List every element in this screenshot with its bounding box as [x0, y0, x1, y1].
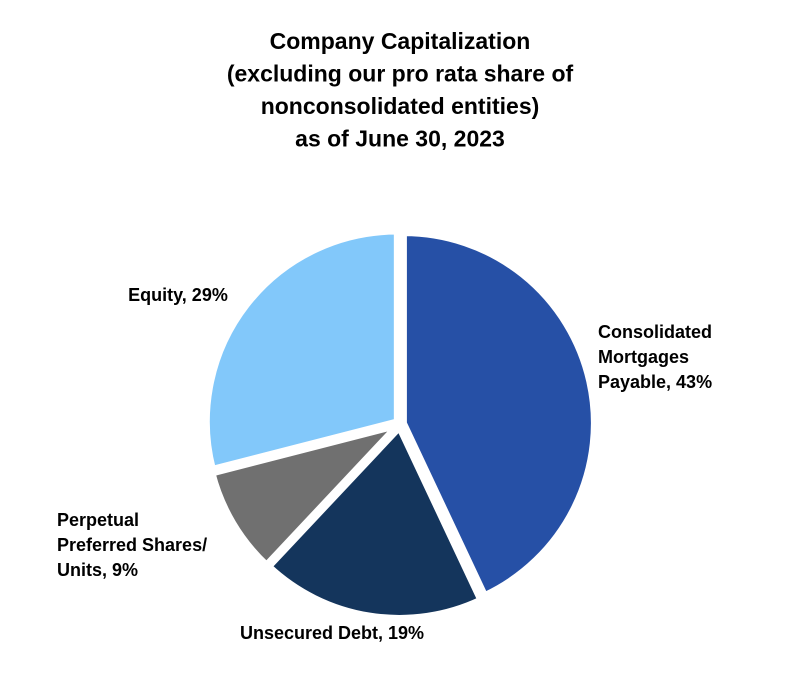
chart-title: (excluding our pro rata share of: [227, 61, 574, 87]
pie-slice: [208, 420, 406, 569]
slice-label: Consolidated: [598, 322, 712, 342]
pie-slice: [203, 228, 400, 473]
pie-slice: [400, 230, 597, 600]
slice-label: Perpetual: [57, 510, 139, 530]
slice-label: Payable, 43%: [598, 372, 712, 392]
chart-title: nonconsolidated entities): [261, 93, 540, 119]
slice-label: Unsecured Debt, 19%: [240, 623, 424, 643]
slice-label: Mortgages: [598, 347, 689, 367]
slice-label: Equity, 29%: [128, 285, 228, 305]
chart-title: Company Capitalization: [270, 28, 531, 54]
slice-label: Units, 9%: [57, 560, 138, 580]
pie-slice: [265, 422, 485, 621]
slice-label: Preferred Shares/: [57, 535, 207, 555]
chart-title: as of June 30, 2023: [295, 126, 505, 152]
